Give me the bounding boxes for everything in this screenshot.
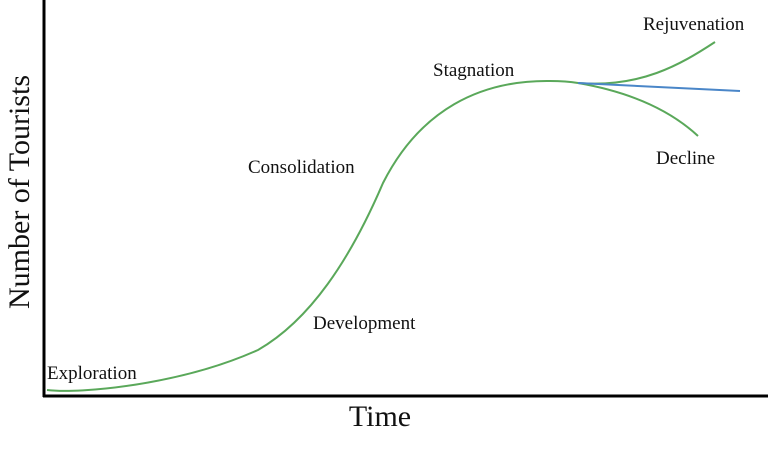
stage-label: Exploration	[47, 363, 137, 384]
stage-label: Stagnation	[433, 60, 515, 81]
decline-curve	[577, 82, 699, 137]
stabilization-line	[577, 82, 741, 92]
y-axis-title: Number of Tourists	[3, 75, 36, 309]
rejuvenation-curve	[577, 41, 716, 85]
stage-label: Rejuvenation	[643, 14, 745, 35]
stage-label: Development	[313, 313, 416, 334]
x-axis-title: Time	[349, 400, 411, 433]
stage-label: Decline	[656, 148, 715, 169]
growth-curve	[46, 79, 579, 392]
stage-label: Consolidation	[248, 157, 355, 178]
